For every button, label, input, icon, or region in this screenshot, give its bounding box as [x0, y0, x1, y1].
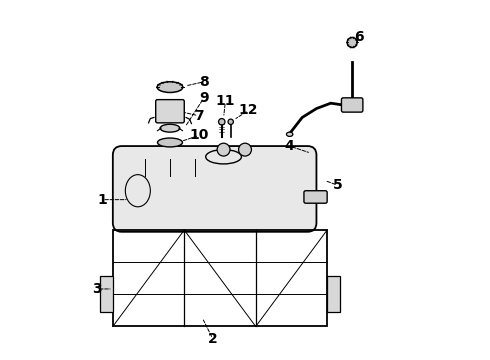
Text: 3: 3: [92, 282, 101, 296]
Ellipse shape: [219, 118, 225, 125]
Text: 1: 1: [97, 193, 107, 207]
Ellipse shape: [228, 119, 233, 125]
Bar: [113, 230, 327, 327]
Ellipse shape: [157, 82, 183, 93]
Text: 12: 12: [239, 103, 258, 117]
Ellipse shape: [125, 175, 150, 207]
Ellipse shape: [206, 150, 242, 164]
Text: 6: 6: [354, 30, 364, 44]
Text: 9: 9: [199, 91, 209, 105]
Ellipse shape: [160, 124, 180, 132]
Circle shape: [239, 143, 251, 156]
Text: 5: 5: [333, 178, 343, 192]
Circle shape: [217, 143, 230, 156]
Text: 10: 10: [190, 129, 209, 142]
Text: 11: 11: [216, 94, 235, 108]
FancyBboxPatch shape: [156, 100, 184, 123]
Bar: [327, 276, 340, 312]
Ellipse shape: [287, 132, 293, 136]
Text: 2: 2: [208, 332, 218, 346]
FancyBboxPatch shape: [342, 98, 363, 112]
Ellipse shape: [347, 37, 357, 48]
Bar: [100, 276, 113, 312]
FancyBboxPatch shape: [304, 191, 327, 203]
Text: 4: 4: [285, 139, 294, 153]
Text: 7: 7: [194, 109, 203, 123]
Ellipse shape: [157, 138, 182, 147]
Text: 8: 8: [199, 75, 209, 89]
FancyBboxPatch shape: [113, 146, 317, 232]
